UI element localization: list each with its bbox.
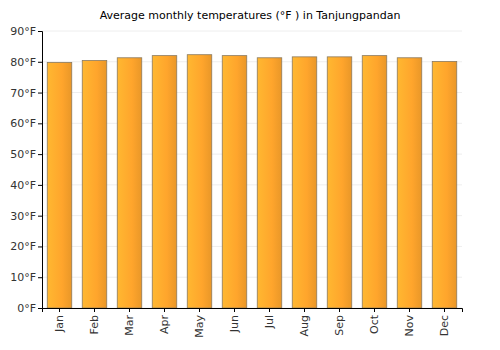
tick-label: Oct	[368, 314, 381, 334]
bar	[257, 58, 282, 308]
tick-mark	[269, 308, 270, 312]
bar	[222, 56, 247, 308]
tick-label: Jul	[263, 315, 276, 329]
tick: 80°F	[10, 56, 42, 69]
tick-mark	[339, 308, 340, 312]
tick: 30°F	[10, 210, 42, 223]
tick: 0°F	[17, 302, 42, 315]
tick-label: 80°F	[10, 56, 36, 69]
tick: 40°F	[10, 179, 42, 192]
tick-label: Nov	[403, 315, 416, 337]
tick: 70°F	[10, 87, 42, 100]
tick-label: Jun	[228, 315, 241, 333]
tick-mark	[38, 154, 42, 155]
tick-label: Jan	[53, 315, 66, 333]
tick-label: Dec	[438, 315, 451, 336]
bar	[362, 56, 387, 308]
tick-label: 10°F	[10, 271, 36, 284]
bar	[327, 57, 352, 308]
tick-label: Aug	[298, 315, 311, 336]
tick: 90°F	[10, 25, 42, 38]
tick-mark	[129, 308, 130, 312]
tick-label: 70°F	[10, 87, 36, 100]
y-axis: 0°F 10°F 20°F 30°F 40°F 50°F 60°F 70°F 80°F 90°F	[10, 25, 42, 315]
tick: 50°F	[10, 148, 42, 161]
tick-mark	[409, 308, 410, 312]
bar	[187, 55, 212, 308]
tick: 10°F	[10, 271, 42, 284]
tick-label: 90°F	[10, 25, 36, 38]
bar	[82, 61, 107, 308]
tick-mark	[374, 308, 375, 312]
tick-mark	[164, 308, 165, 312]
bars	[47, 55, 457, 308]
tick-label: 20°F	[10, 240, 36, 253]
tick-label: 30°F	[10, 210, 36, 223]
tick-mark	[38, 246, 42, 247]
tick: Oct	[368, 308, 381, 334]
tick: Jul	[263, 308, 276, 329]
bar	[292, 57, 317, 308]
bar	[117, 58, 142, 308]
tick: 60°F	[10, 117, 42, 130]
tick-label: 60°F	[10, 117, 36, 130]
x-axis: Jan Feb Mar Apr May Jun Jul Aug Sep Oct Nov Dec	[43, 308, 463, 338]
tick: Apr	[158, 308, 171, 334]
axis-line	[43, 309, 463, 313]
tick-mark	[38, 277, 42, 278]
tick-mark	[199, 308, 200, 312]
axis-line	[38, 32, 43, 309]
tick-mark	[38, 216, 42, 217]
tick-label: 40°F	[10, 179, 36, 192]
tick-mark	[38, 308, 42, 309]
tick-mark	[234, 308, 235, 312]
tick: Feb	[88, 308, 101, 334]
tick: 20°F	[10, 240, 42, 253]
tick: Mar	[123, 308, 136, 336]
tick-label: Mar	[123, 315, 136, 336]
tick-label: 50°F	[10, 148, 36, 161]
tick-label: Sep	[333, 315, 346, 336]
tick-mark	[304, 308, 305, 312]
bar	[432, 61, 457, 308]
tick-label: 0°F	[17, 302, 36, 315]
tick-mark	[444, 308, 445, 312]
bar	[397, 58, 422, 308]
tick: Nov	[403, 308, 416, 336]
tick: Dec	[438, 308, 451, 336]
bar	[47, 62, 72, 308]
bar	[152, 56, 177, 308]
tick-label: May	[193, 315, 206, 338]
grid	[42, 31, 462, 308]
tick-mark	[38, 93, 42, 94]
title: Average monthly temperatures (°F ) in Ta…	[100, 9, 401, 22]
tick: Jan	[53, 308, 66, 333]
tick-mark	[94, 308, 95, 312]
tick-mark	[38, 62, 42, 63]
tick-label: Feb	[88, 315, 101, 334]
tick-mark	[59, 308, 60, 312]
chart: 0°F 10°F 20°F 30°F 40°F 50°F 60°F 70°F 80°F 90°F J…	[0, 0, 500, 350]
tick-mark	[38, 123, 42, 124]
tick-mark	[38, 185, 42, 186]
tick: Jun	[228, 308, 241, 333]
tick-label: Apr	[158, 315, 171, 335]
grid-line	[42, 31, 462, 32]
tick: Sep	[333, 308, 346, 336]
tick: May	[193, 308, 206, 338]
tick: Aug	[298, 308, 311, 336]
tick-mark	[38, 31, 42, 32]
